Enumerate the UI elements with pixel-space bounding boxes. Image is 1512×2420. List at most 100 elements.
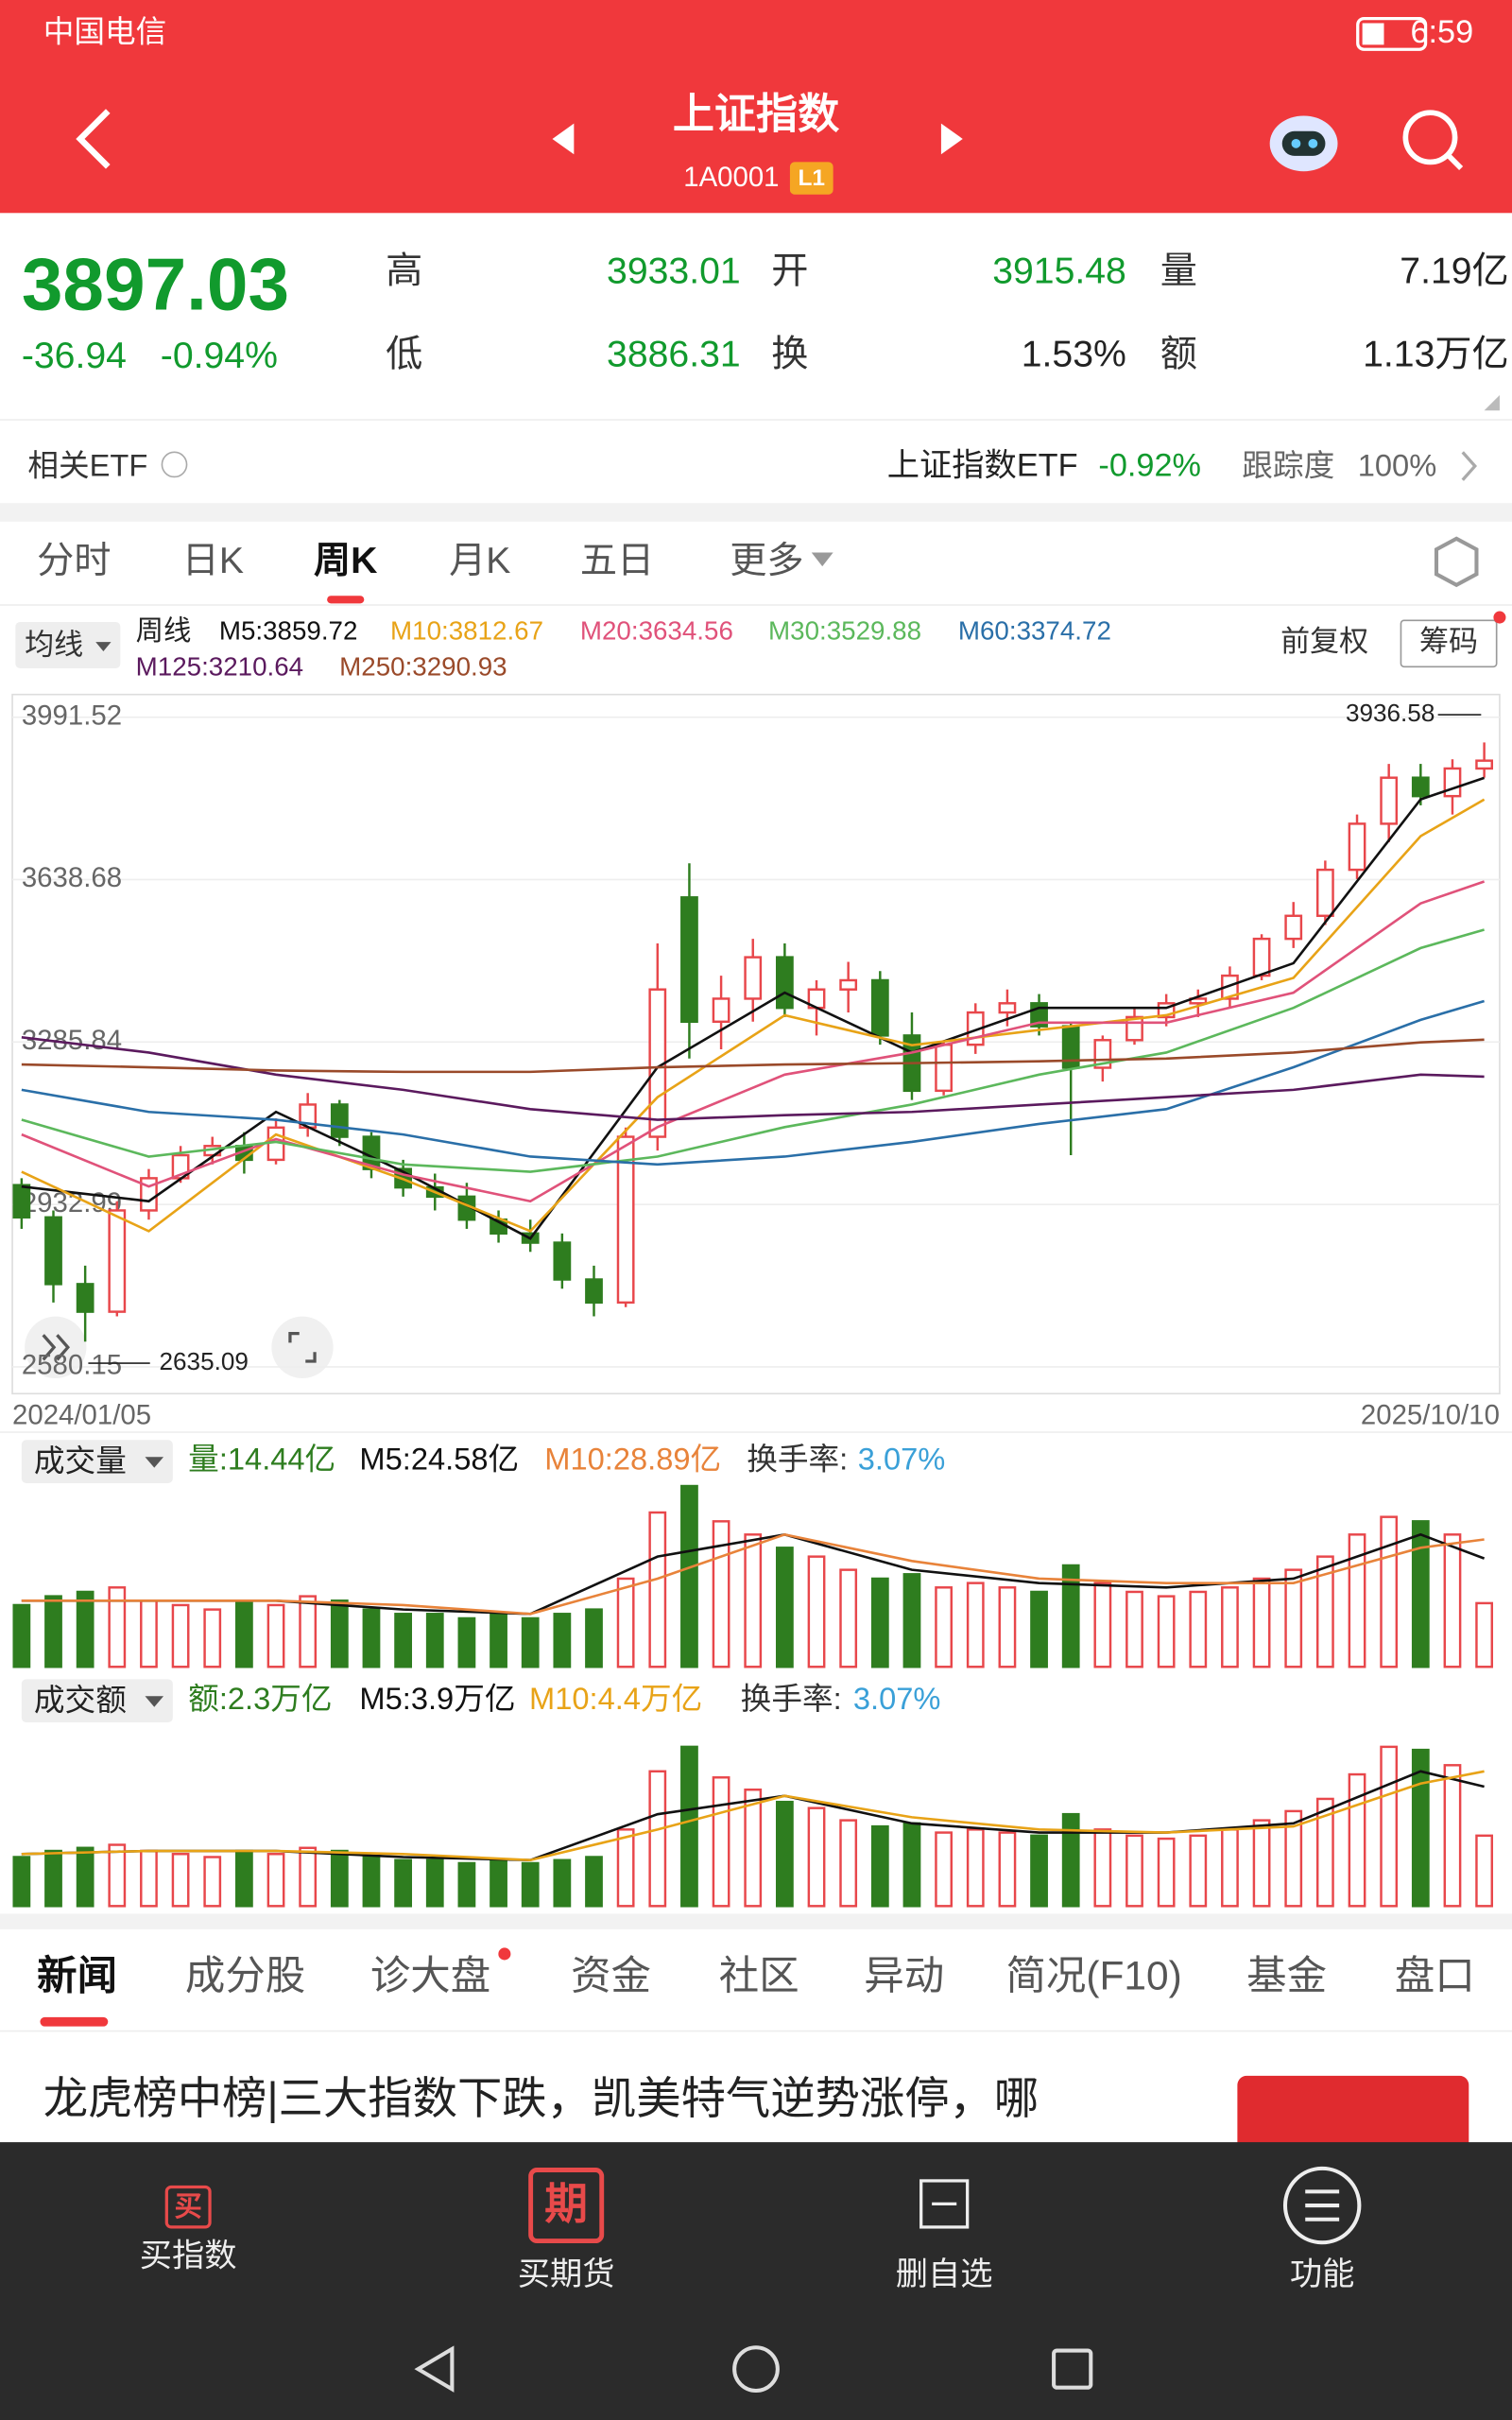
info-icon[interactable] — [161, 451, 188, 478]
news-tab[interactable]: 简况(F10) — [1005, 1953, 1181, 1997]
bar — [1443, 1533, 1462, 1668]
news-tab[interactable]: 社区 — [719, 1953, 799, 1997]
collapse-button[interactable] — [25, 1316, 87, 1378]
candle-body — [108, 1209, 127, 1313]
ma-line — [21, 1036, 1485, 1121]
period-tab[interactable]: 日K — [182, 541, 244, 581]
active-tab-indicator — [327, 596, 365, 604]
news-tab[interactable]: 基金 — [1246, 1953, 1327, 1997]
bar — [1284, 1568, 1303, 1668]
ma-button-bg[interactable] — [15, 621, 121, 668]
low-label: 2635.09 — [160, 1347, 249, 1375]
news-tab[interactable]: 新闻 — [37, 1953, 117, 1997]
dropdown-caret — [145, 1457, 164, 1468]
bar — [870, 1824, 889, 1908]
ma-legend: M20:3634.56 — [580, 616, 733, 646]
ma-line — [21, 798, 1486, 1233]
period-tab[interactable]: 周K — [314, 541, 377, 581]
bar — [299, 1846, 318, 1908]
bar — [1125, 1834, 1143, 1908]
panel-lead: 量:14.44亿 — [188, 1442, 335, 1477]
bar — [966, 1828, 985, 1908]
ma-legend: M125:3210.64 — [136, 651, 303, 681]
news-tab[interactable]: 成分股 — [185, 1953, 305, 1997]
nav-back[interactable] — [414, 2345, 455, 2393]
candle-body — [1252, 937, 1271, 977]
bar — [521, 1616, 540, 1668]
nav-label[interactable]: 功能 — [1290, 2256, 1355, 2292]
panel-button-bg[interactable] — [21, 1679, 173, 1723]
expand-corner[interactable] — [1484, 394, 1500, 411]
nav-recent[interactable] — [1052, 2348, 1093, 2390]
bar — [44, 1595, 62, 1668]
candle-body — [680, 896, 698, 1024]
ma-legend: M250:3290.93 — [339, 651, 507, 681]
next-button[interactable] — [940, 123, 963, 155]
news-action[interactable] — [1237, 2075, 1469, 2153]
price-change: -36.94 — [22, 336, 127, 376]
code: 1A0001 — [683, 162, 779, 193]
nav-label[interactable]: 买指数 — [140, 2238, 237, 2274]
bar — [203, 1856, 222, 1908]
news-tab[interactable]: 资金 — [571, 1953, 651, 1997]
search-icon[interactable] — [1402, 110, 1464, 170]
bar — [457, 1861, 476, 1908]
chips-button[interactable] — [1400, 619, 1498, 668]
period-tab[interactable]: 五日 — [580, 541, 654, 581]
candle-body — [44, 1216, 62, 1286]
bar — [585, 1856, 603, 1908]
news-tab[interactable]: 诊大盘 — [370, 1953, 490, 1997]
candle-body — [1475, 759, 1493, 770]
news-tab[interactable]: 盘口 — [1395, 1953, 1475, 1997]
bar — [839, 1568, 858, 1668]
period-tab[interactable]: 月K — [449, 541, 510, 581]
nav-icon — [164, 2185, 212, 2229]
period-tab[interactable]: 更多 — [730, 541, 803, 581]
settings-icon[interactable] — [1434, 536, 1479, 588]
field-label: 量 — [1160, 251, 1197, 291]
ma-line — [21, 1770, 1485, 1862]
back-button[interactable] — [76, 109, 111, 169]
bar — [76, 1590, 94, 1668]
candle-body — [12, 1184, 31, 1219]
nav-home[interactable] — [732, 2345, 780, 2394]
bar — [1221, 1828, 1239, 1908]
bar — [1380, 1515, 1399, 1668]
candle-body — [839, 978, 858, 991]
news-headline[interactable]: 龙虎榜中榜|三大指数下跌，凯美特气逆势涨停，哪 — [43, 2074, 1040, 2124]
etf-change: -0.92% — [1098, 448, 1201, 484]
bar — [1157, 1837, 1176, 1908]
bar — [998, 1831, 1017, 1908]
chevron[interactable] — [1461, 451, 1478, 481]
nav-icon — [1282, 2166, 1362, 2245]
bar — [1315, 1555, 1334, 1668]
bar — [171, 1603, 190, 1668]
bar — [680, 1745, 698, 1908]
nav-label[interactable]: 删自选 — [896, 2256, 993, 2292]
battery-level — [1362, 23, 1384, 45]
prev-button[interactable] — [552, 123, 575, 155]
bar — [807, 1806, 826, 1908]
bar — [1061, 1564, 1080, 1668]
bar — [1315, 1797, 1334, 1908]
fullscreen-button[interactable] — [271, 1316, 334, 1378]
news-tab[interactable]: 异动 — [864, 1953, 944, 1997]
field-value: 1.53% — [1022, 334, 1126, 374]
bar — [490, 1858, 507, 1908]
turnover-value: 3.07% — [858, 1442, 946, 1477]
clock: 6:59 — [1410, 14, 1473, 50]
chips-label: 筹码 — [1419, 625, 1478, 658]
turnover-label: 换手率: — [741, 1681, 842, 1716]
bar — [1093, 1828, 1112, 1908]
field-label: 低 — [386, 334, 422, 374]
panel-button-bg[interactable] — [21, 1440, 173, 1483]
bar — [744, 1789, 763, 1908]
bar — [648, 1511, 667, 1668]
bar — [1475, 1601, 1493, 1668]
nav-icon-text: 期 — [544, 2180, 588, 2228]
period-tab[interactable]: 分时 — [37, 541, 111, 581]
panel-title: 成交量 — [34, 1443, 127, 1478]
nav-label[interactable]: 买期货 — [518, 2256, 615, 2292]
assistant-icon[interactable] — [1269, 115, 1338, 172]
